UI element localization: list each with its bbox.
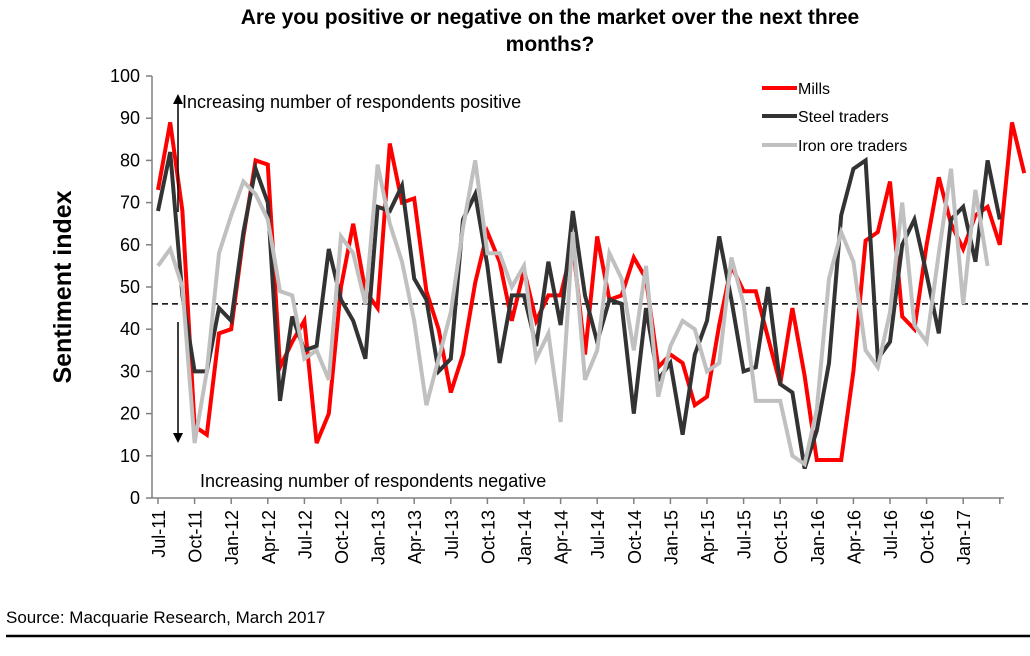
positive-arrow xyxy=(173,94,183,212)
y-tick-label: 0 xyxy=(130,488,140,508)
x-tick-label: Jul-13 xyxy=(442,510,462,559)
legend-label-mills: Mills xyxy=(798,81,830,98)
y-tick-label: 10 xyxy=(120,446,140,466)
y-tick-label: 30 xyxy=(120,361,140,381)
series-line-mills xyxy=(156,121,1027,462)
annotation-negative: Increasing number of respondents negativ… xyxy=(200,471,546,491)
x-axis: Jul-11 Oct-11 Jan-12 Apr-12 Jul-12 Oct-12 Jan-… xyxy=(149,498,1001,565)
x-tick-label: Oct-11 xyxy=(186,510,206,563)
y-axis: 0 10 20 30 40 50 60 70 80 90 100 xyxy=(110,66,152,508)
x-tick-label: Jul-16 xyxy=(881,510,901,559)
x-tick-label: Apr-13 xyxy=(405,510,425,564)
y-tick-label: 40 xyxy=(120,319,140,339)
x-tick-label: Jul-11 xyxy=(149,510,169,558)
y-tick-label: 50 xyxy=(120,277,140,297)
x-tick-label: Oct-16 xyxy=(918,510,938,564)
x-tick-label: Jul-14 xyxy=(588,510,608,559)
x-tick-label: Oct-13 xyxy=(478,510,498,564)
y-axis-label: Sentiment index xyxy=(49,190,77,383)
source-note: Source: Macquarie Research, March 2017 xyxy=(6,608,325,627)
x-tick-label: Jan-17 xyxy=(954,510,974,565)
x-tick-label: Jan-15 xyxy=(661,510,681,565)
x-tick-label: Jan-14 xyxy=(515,510,535,565)
series-layer xyxy=(156,121,1027,470)
y-tick-label: 90 xyxy=(120,108,140,128)
chart-title-line-1: Are you positive or negative on the mark… xyxy=(241,6,860,29)
negative-arrow xyxy=(173,322,183,443)
x-tick-label: Apr-15 xyxy=(698,510,718,564)
chart-title-line-2: months? xyxy=(506,33,595,56)
x-tick-label: Jul-12 xyxy=(295,510,315,559)
y-tick-label: 80 xyxy=(120,150,140,170)
legend-label-iron-ore-traders: Iron ore traders xyxy=(798,138,907,155)
series-line-iron-ore-traders xyxy=(156,160,990,468)
annotation-positive: Increasing number of respondents positiv… xyxy=(182,92,521,112)
x-tick-label: Jan-12 xyxy=(222,510,242,565)
x-tick-label: Oct-14 xyxy=(625,510,645,564)
legend-label-steel-traders: Steel traders xyxy=(798,109,889,126)
x-tick-label: Apr-14 xyxy=(552,510,572,564)
y-tick-label: 70 xyxy=(120,193,140,213)
x-tick-label: Jan-16 xyxy=(808,510,828,565)
x-tick-label: Apr-16 xyxy=(844,510,864,564)
y-tick-label: 60 xyxy=(120,235,140,255)
x-tick-label: Apr-12 xyxy=(259,510,279,564)
x-tick-label: Jan-13 xyxy=(369,510,389,565)
x-tick-label: Oct-12 xyxy=(332,510,352,564)
x-tick-label: Jul-15 xyxy=(735,510,755,559)
y-tick-label: 100 xyxy=(110,66,140,86)
legend: Mills Steel traders Iron ore traders xyxy=(762,81,907,155)
x-tick-label: Oct-15 xyxy=(771,510,791,564)
y-tick-label: 20 xyxy=(120,404,140,424)
